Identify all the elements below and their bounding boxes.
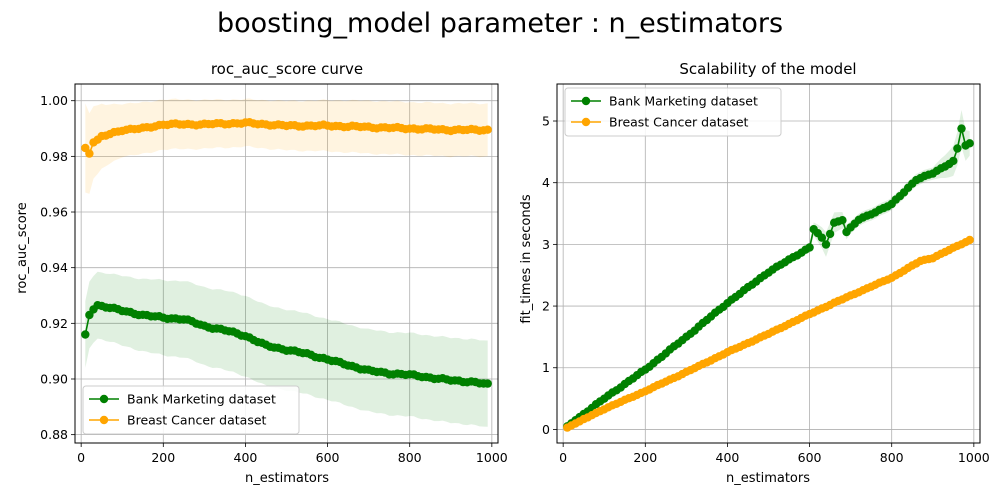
y-tick-label: 1 (542, 360, 550, 375)
legend-box (82, 385, 300, 435)
scalability-chart: Scalability of the model 0 200 400 600 800 10… (519, 60, 990, 486)
data-point (838, 216, 847, 225)
data-point (483, 125, 492, 134)
y-tick-label: 0 (542, 422, 550, 437)
scalability-chart-ylabel: fit_times in seconds (519, 194, 534, 323)
y-tick-label: 0.96 (40, 205, 68, 220)
figure-title: boosting_model parameter : n_estimators (217, 8, 783, 39)
data-point (965, 235, 974, 245)
y-tick-label: 3 (542, 237, 550, 252)
scalability-chart-xlabel: n_estimators (726, 471, 810, 486)
x-tick-label: 600 (798, 450, 822, 465)
x-tick-label: 1000 (476, 450, 508, 465)
data-point (817, 233, 827, 242)
roc-auc-chart-legend: Bank Marketing dataset Breast Cancer data… (82, 385, 300, 435)
data-point (805, 243, 814, 252)
legend-box (564, 87, 782, 137)
roc-auc-chart-yticks: 0.88 0.90 0.92 0.94 0.96 0.98 1.00 (40, 93, 75, 442)
y-tick-label: 0.90 (40, 371, 68, 386)
series-band (85, 98, 488, 194)
legend-label: Breast Cancer dataset (127, 413, 267, 428)
x-tick-label: 200 (151, 450, 175, 465)
y-tick-label: 0.94 (40, 260, 68, 275)
legend-label: Breast Cancer dataset (609, 115, 749, 130)
y-tick-label: 0.92 (40, 316, 68, 331)
roc-auc-chart-grid (75, 84, 498, 443)
scalability-chart-xticks: 0 200 400 600 800 1000 (559, 443, 990, 465)
scalability-chart-frame (556, 83, 981, 444)
legend-label: Bank Marketing dataset (609, 94, 758, 109)
scalability-chart-title: Scalability of the model (679, 60, 856, 78)
legend-swatch-marker (581, 117, 591, 127)
x-tick-label: 600 (316, 450, 340, 465)
roc-auc-chart-frame (74, 83, 499, 444)
roc-auc-chart: roc_auc_score curve 0 200 400 600 800 1000 0.… (15, 60, 508, 486)
scalability-chart-yticks: 0 1 2 3 4 5 (542, 114, 557, 437)
y-tick-label: 0.88 (40, 427, 68, 442)
legend-swatch-marker (99, 394, 109, 404)
roc-auc-chart-ylabel: roc_auc_score (15, 202, 30, 293)
legend-swatch-marker (99, 415, 109, 425)
scalability-chart-legend: Bank Marketing dataset Breast Cancer data… (564, 87, 782, 137)
data-point (825, 229, 835, 239)
data-point (965, 139, 974, 148)
roc-auc-chart-points (81, 118, 492, 388)
data-point (483, 379, 492, 388)
scalability-chart-points (563, 124, 974, 432)
y-tick-label: 1.00 (40, 93, 68, 108)
data-point (81, 330, 90, 339)
y-tick-label: 2 (542, 299, 550, 314)
data-point (821, 240, 831, 249)
data-point (953, 144, 962, 153)
x-tick-label: 1000 (958, 450, 990, 465)
x-tick-label: 0 (559, 450, 567, 465)
data-point (85, 149, 94, 158)
x-tick-label: 200 (633, 450, 657, 465)
x-tick-label: 400 (716, 450, 740, 465)
y-tick-label: 4 (542, 175, 550, 190)
roc-auc-chart-xticks: 0 200 400 600 800 1000 (77, 443, 508, 465)
roc-auc-chart-title: roc_auc_score curve (211, 60, 363, 79)
y-tick-label: 5 (542, 114, 550, 129)
data-point (949, 156, 958, 166)
roc-auc-chart-xlabel: n_estimators (245, 471, 329, 486)
data-point (957, 124, 966, 133)
x-tick-label: 0 (77, 450, 85, 465)
legend-label: Bank Marketing dataset (127, 392, 276, 407)
x-tick-label: 800 (880, 450, 904, 465)
y-tick-label: 0.98 (40, 149, 68, 164)
x-tick-label: 800 (398, 450, 422, 465)
legend-swatch-marker (581, 96, 591, 106)
x-tick-label: 400 (234, 450, 258, 465)
